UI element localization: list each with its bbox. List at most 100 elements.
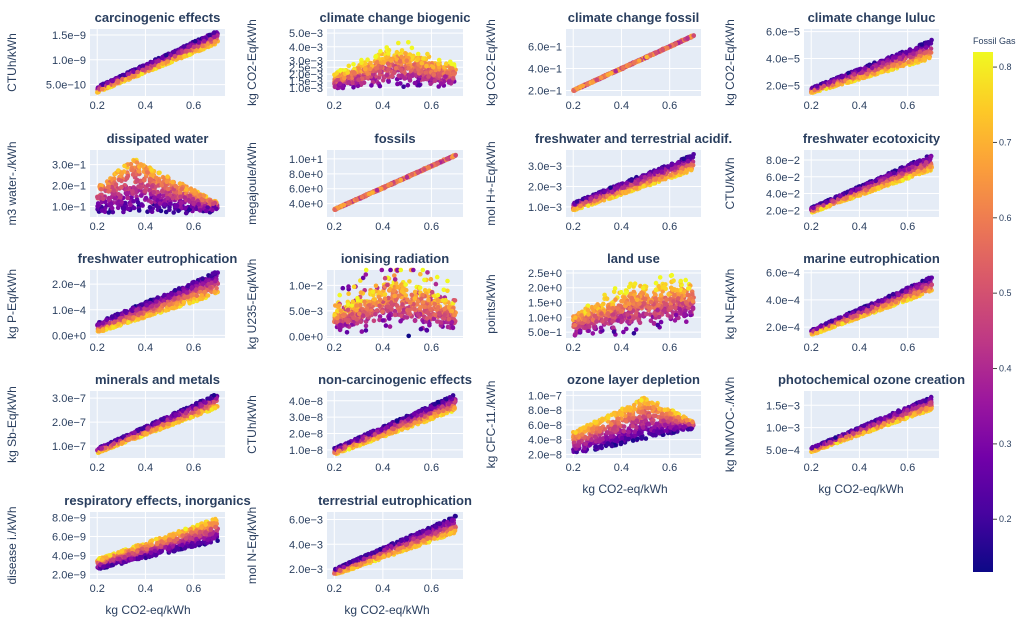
data-point xyxy=(588,196,594,201)
data-point xyxy=(436,61,441,67)
data-point xyxy=(399,67,404,72)
data-point xyxy=(373,54,378,60)
data-point xyxy=(135,69,140,75)
data-point xyxy=(121,72,126,78)
x-tick-label: 0.6 xyxy=(424,221,439,233)
data-point xyxy=(399,48,405,53)
data-point xyxy=(187,52,192,57)
data-point xyxy=(203,208,209,214)
data-point xyxy=(183,48,189,54)
data-point xyxy=(362,66,368,72)
data-point xyxy=(334,71,340,76)
data-point xyxy=(903,49,909,55)
data-point xyxy=(444,156,450,162)
data-point xyxy=(840,74,845,79)
data-point xyxy=(396,40,401,46)
x-tick-label: 0.4 xyxy=(375,221,390,233)
data-point xyxy=(171,49,176,55)
data-point xyxy=(136,169,142,174)
data-point xyxy=(409,45,415,51)
data-point xyxy=(189,188,194,193)
data-point xyxy=(851,72,857,77)
data-point xyxy=(356,66,362,71)
data-point xyxy=(187,193,193,199)
data-point xyxy=(100,87,105,92)
y-tick-label: 6.0e−5 xyxy=(766,27,800,39)
data-point xyxy=(432,78,438,84)
data-point xyxy=(926,41,931,46)
x-tick-label: 0.2 xyxy=(566,100,581,112)
data-point xyxy=(450,75,456,81)
data-point xyxy=(446,79,452,84)
data-point xyxy=(111,188,117,193)
data-point xyxy=(436,57,442,63)
data-point xyxy=(405,82,411,88)
data-point xyxy=(144,65,150,71)
data-point xyxy=(891,62,897,68)
data-point xyxy=(131,205,137,211)
data-point xyxy=(150,60,155,65)
data-point xyxy=(207,32,212,38)
data-point xyxy=(351,62,356,67)
x-tick-label: 0.2 xyxy=(90,100,105,112)
data-point xyxy=(846,80,851,85)
data-point xyxy=(608,196,613,201)
data-point xyxy=(149,184,155,189)
data-point xyxy=(919,42,924,47)
data-point xyxy=(342,75,347,81)
y-tick-label: 1.0e−1 xyxy=(52,202,86,214)
y-axis-label: kg CO2-Eq/kWh xyxy=(484,19,498,106)
data-point xyxy=(115,205,121,211)
x-tick-label: 0.6 xyxy=(662,100,677,112)
data-point xyxy=(430,65,436,70)
data-point xyxy=(365,71,371,76)
subplot-grid: 0.2 0.4 0.65.0e−101.0e−91.5e−9carcinogenic… xyxy=(5,10,965,595)
data-point xyxy=(673,165,678,170)
data-point xyxy=(156,64,161,69)
data-point xyxy=(181,44,187,49)
data-point xyxy=(140,67,146,73)
data-point xyxy=(119,199,124,205)
data-point xyxy=(136,208,142,213)
data-point xyxy=(95,195,100,200)
data-point xyxy=(392,70,397,75)
data-point xyxy=(668,172,673,178)
data-point xyxy=(158,208,164,214)
data-point xyxy=(608,71,614,76)
y-tick-label: 4.0e−3 xyxy=(289,42,323,54)
data-point xyxy=(105,80,110,86)
data-point xyxy=(130,73,136,78)
y-tick-label: 3.0e−1 xyxy=(52,160,86,172)
data-point xyxy=(403,51,408,56)
data-point xyxy=(346,80,352,85)
y-tick-label: 5.0e−3 xyxy=(289,28,323,40)
data-point xyxy=(908,54,913,60)
data-point xyxy=(191,44,197,50)
data-point xyxy=(631,60,636,66)
data-point xyxy=(174,203,180,208)
data-point xyxy=(98,187,104,192)
x-tick-label: 0.4 xyxy=(614,100,629,112)
data-point xyxy=(865,71,870,77)
data-point xyxy=(897,55,903,61)
data-point xyxy=(143,189,148,194)
data-point xyxy=(161,193,166,199)
data-point xyxy=(154,203,159,209)
x-tick-label: 0.4 xyxy=(614,221,629,233)
y-tick-label: 4.0e−1 xyxy=(528,64,562,76)
data-point xyxy=(377,83,383,89)
y-tick-label: 3.0e−3 xyxy=(528,161,562,173)
data-point xyxy=(168,201,173,207)
data-point xyxy=(880,60,886,66)
data-point xyxy=(689,167,694,173)
y-tick-label: 2.0e−1 xyxy=(528,86,562,98)
data-point xyxy=(122,163,127,169)
data-point xyxy=(435,161,441,166)
data-point xyxy=(593,194,599,200)
x-tick-label: 0.6 xyxy=(186,100,201,112)
data-point xyxy=(580,83,586,89)
y-axis-label: kg CO2-Eq/kWh xyxy=(245,19,259,106)
data-point xyxy=(126,206,131,212)
